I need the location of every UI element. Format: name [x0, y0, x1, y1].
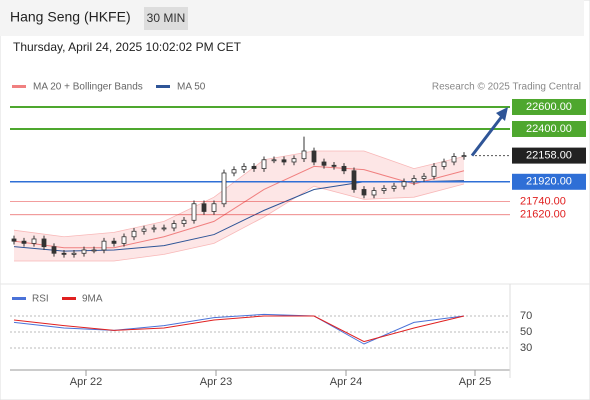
- candle-body: [371, 190, 377, 196]
- candle-body: [291, 158, 297, 163]
- timestamp: Thursday, April 24, 2025 10:02:02 PM CET: [13, 40, 242, 54]
- interval[interactable]: 30 MIN: [147, 11, 186, 25]
- candle-body: [61, 252, 67, 255]
- candle-body: [231, 169, 237, 174]
- candle-body: [21, 240, 27, 244]
- candle-body: [11, 238, 17, 242]
- x-tick-label: Apr 24: [330, 376, 362, 388]
- legend-label: MA 50: [177, 82, 206, 93]
- x-tick-label: Apr 22: [70, 376, 102, 388]
- candle-body: [41, 238, 47, 248]
- level-label-box: [512, 173, 586, 190]
- title: Hang Seng (HKFE): [10, 9, 131, 25]
- rsi-tick-label: 70: [520, 310, 532, 322]
- ma20: [13, 165, 465, 249]
- candle-body: [101, 240, 107, 251]
- candle-body: [431, 165, 437, 177]
- candle-body: [411, 178, 417, 183]
- legend-label: MA 20 + Bollinger Bands: [33, 82, 143, 93]
- level-label: 22600.00: [526, 101, 572, 113]
- rsi-tick-label: 50: [520, 326, 532, 338]
- legend-label: 9MA: [82, 294, 103, 305]
- candle-body: [271, 159, 277, 162]
- credit: Research © 2025 Trading Central: [432, 82, 581, 93]
- candle-body: [301, 150, 307, 160]
- arrow-head: [496, 106, 508, 121]
- interval-button[interactable]: [144, 7, 188, 30]
- candle-body: [391, 185, 397, 189]
- candle-body: [151, 227, 157, 230]
- candle-body: [221, 172, 227, 205]
- price-label-box: [512, 147, 586, 164]
- candle-body: [121, 236, 127, 244]
- candle-body: [141, 228, 147, 232]
- legend-swatch: [12, 85, 26, 88]
- rsi-rsi: [13, 313, 465, 345]
- candle-body: [361, 189, 367, 196]
- candle-body: [321, 161, 327, 166]
- band_upper: [13, 150, 465, 238]
- candle-body: [331, 164, 337, 167]
- candle-body: [351, 170, 357, 190]
- candle-body: [131, 230, 137, 238]
- candle-body: [91, 249, 97, 252]
- candle-body: [201, 203, 207, 212]
- forecast-arrow: [470, 114, 505, 157]
- level-label: 21740.00: [520, 195, 566, 207]
- candle-body: [51, 246, 57, 254]
- candle-body: [341, 165, 347, 172]
- level-label: 21920.00: [526, 176, 572, 188]
- candle-body: [71, 252, 77, 255]
- candle-body: [241, 165, 247, 171]
- candle-body: [441, 161, 447, 167]
- candle-body: [81, 249, 87, 254]
- candle-body: [401, 181, 407, 187]
- candle-body: [281, 159, 287, 163]
- x-tick-label: Apr 23: [200, 376, 232, 388]
- rsi-tick-label: 30: [520, 342, 532, 354]
- candle-body: [421, 175, 427, 179]
- price-label: 22158.00: [526, 150, 572, 162]
- candle-body: [31, 238, 37, 244]
- candle-body: [171, 223, 177, 229]
- candle-body: [451, 156, 457, 163]
- candle-body: [211, 203, 217, 212]
- rsi-ma9: [13, 315, 465, 343]
- level-label: 21620.00: [520, 209, 566, 221]
- candle-body: [191, 203, 197, 221]
- candle-body: [461, 155, 467, 158]
- candle-body: [381, 187, 387, 191]
- level-label-box: [512, 120, 586, 137]
- legend-swatch: [156, 85, 170, 88]
- candle-body: [261, 159, 267, 169]
- x-tick-label: Apr 25: [459, 376, 491, 388]
- candle-body: [181, 219, 187, 224]
- candle-body: [161, 227, 167, 230]
- level-label: 22400.00: [526, 123, 572, 135]
- candle-body: [251, 165, 257, 169]
- legend-label: RSI: [32, 294, 49, 305]
- level-label-box: [512, 98, 586, 115]
- legend-swatch: [62, 297, 76, 300]
- band_lower: [14, 183, 465, 262]
- candle-body: [111, 240, 117, 244]
- legend-swatch: [12, 297, 26, 300]
- candle-body: [311, 150, 317, 163]
